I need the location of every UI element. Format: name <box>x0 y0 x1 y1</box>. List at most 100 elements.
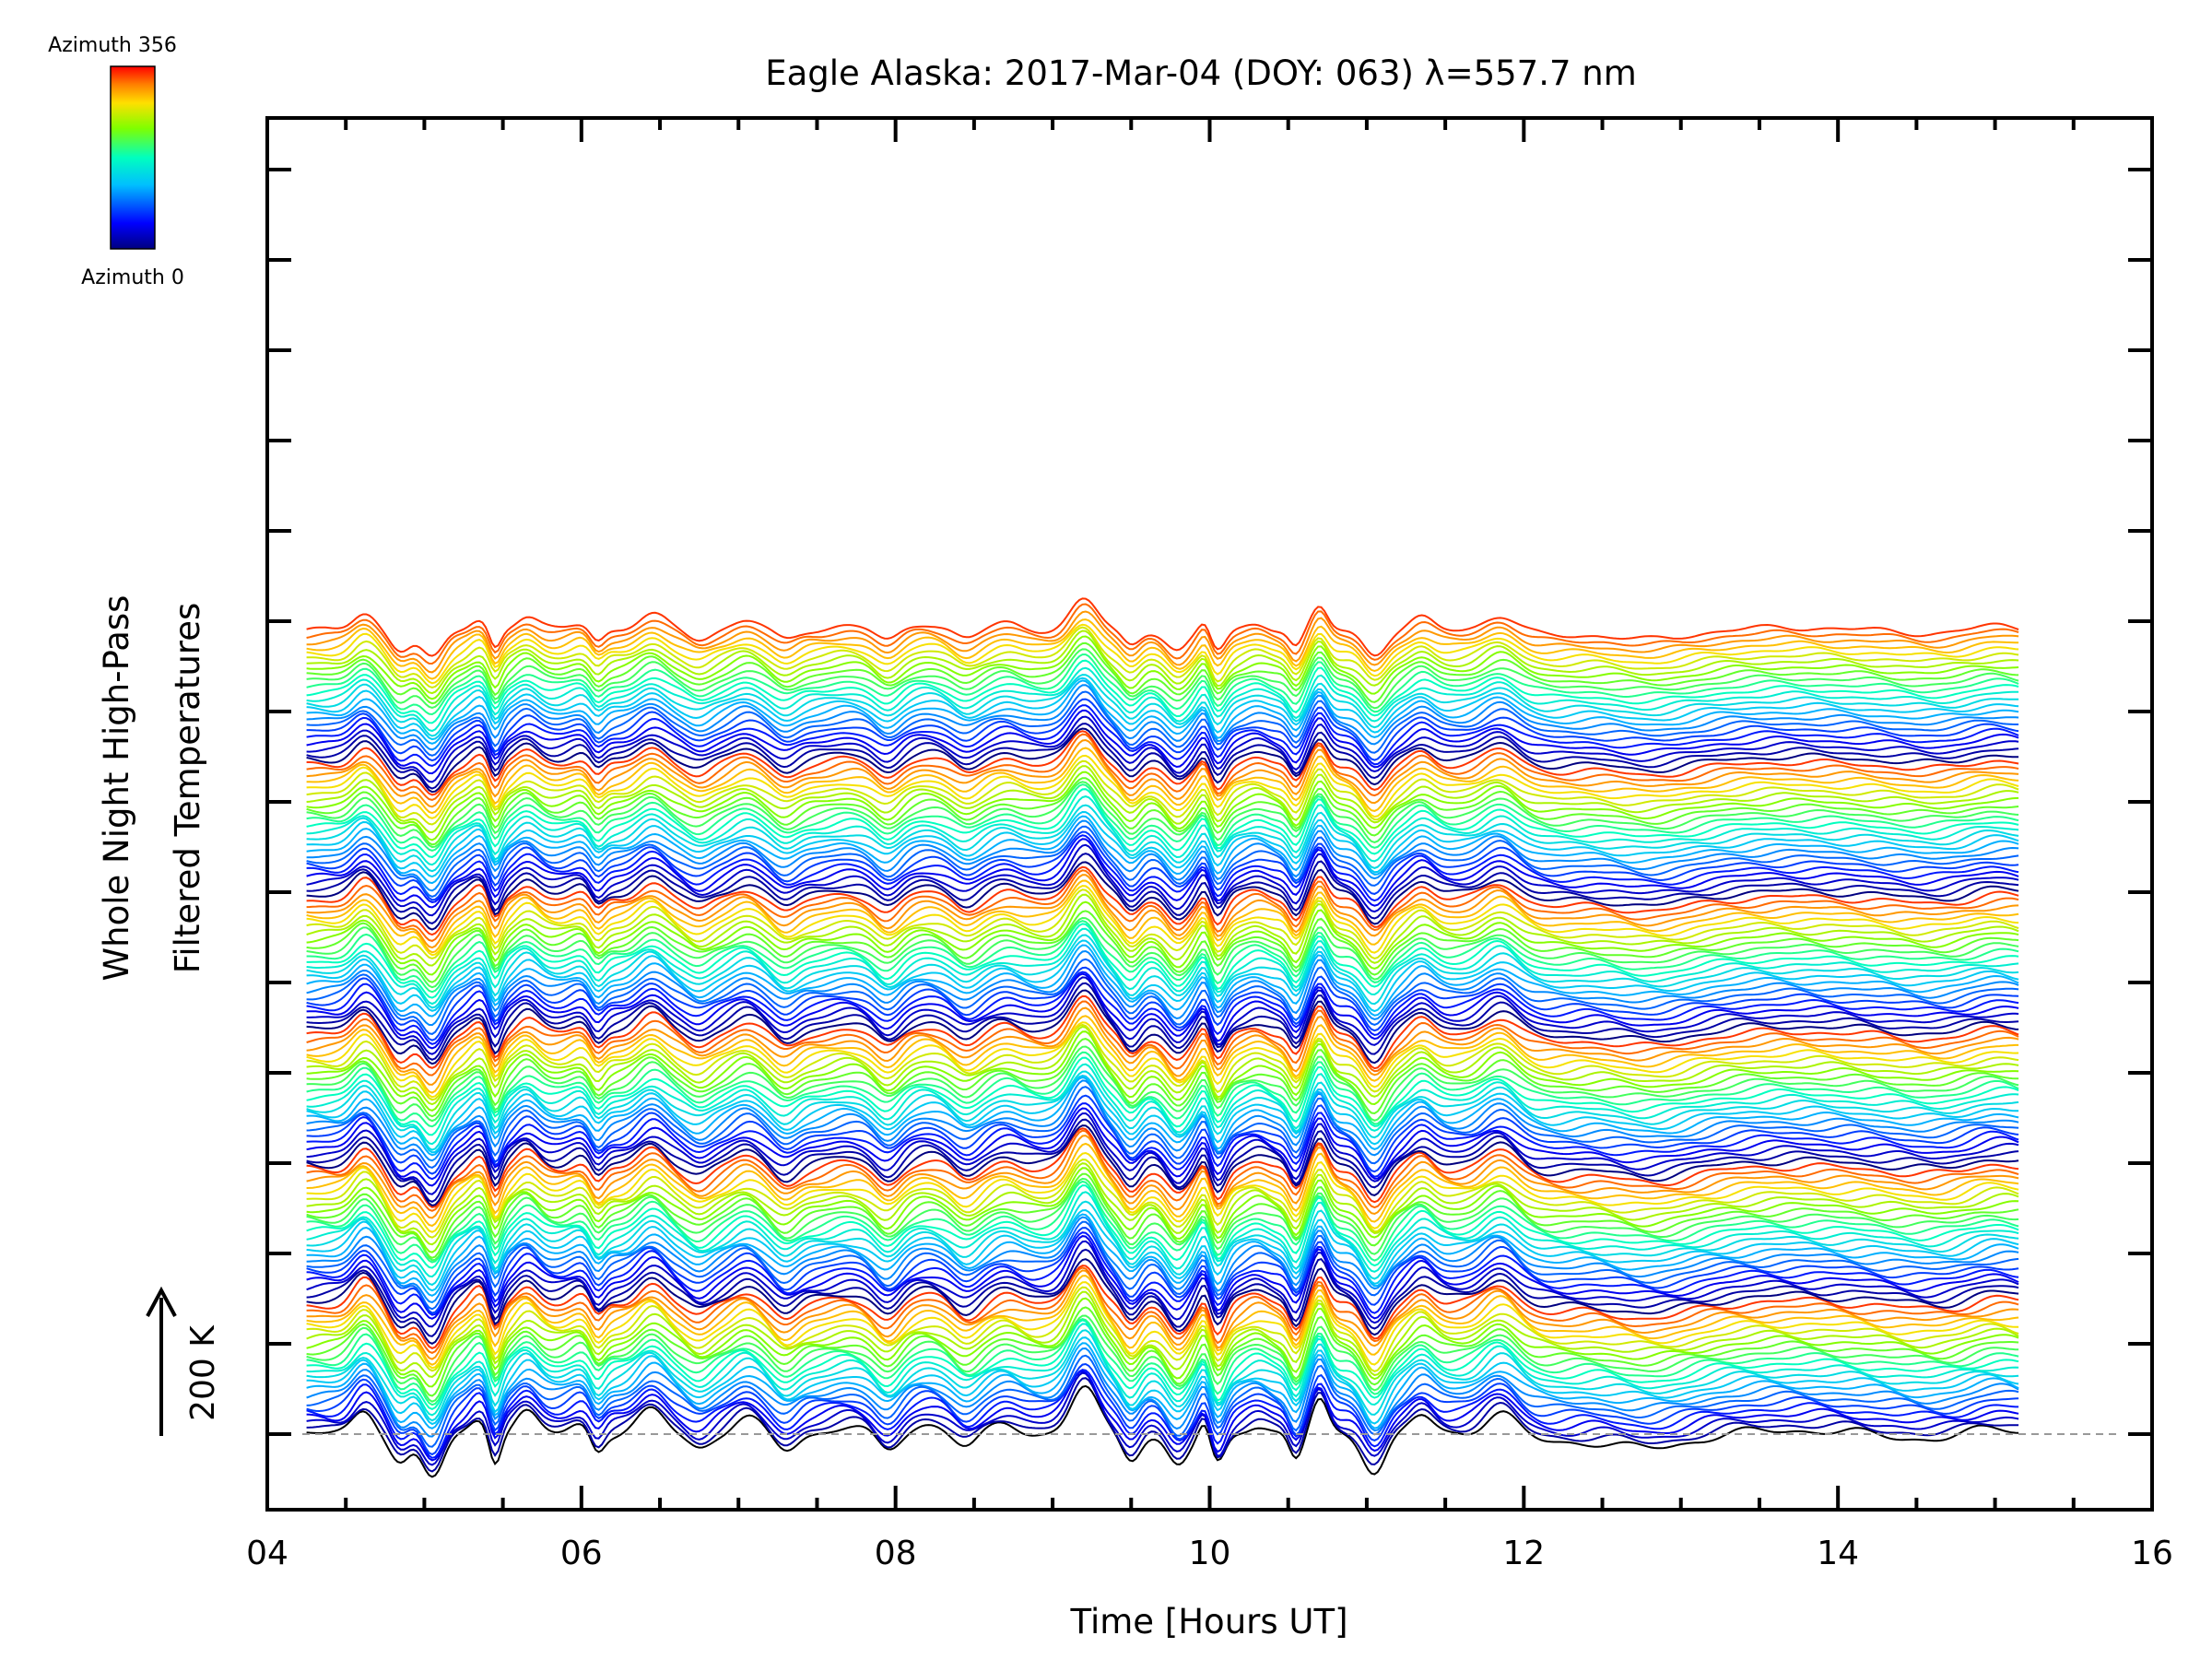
series-line <box>306 727 2019 794</box>
x-tick-labels: 04 06 08 10 12 14 16 <box>246 1535 2173 1572</box>
series-line <box>306 666 2019 733</box>
series-line <box>306 1127 2019 1208</box>
series-line <box>306 1045 2019 1123</box>
series-line <box>306 747 2019 815</box>
series-line <box>306 783 2019 852</box>
y-axis-label-line1: Whole Night High-Pass <box>97 595 136 982</box>
series-line <box>306 1107 2019 1187</box>
series-line <box>306 958 2019 1035</box>
series-line <box>306 1167 2019 1253</box>
series-line <box>306 597 2019 657</box>
series-line <box>306 927 2019 1006</box>
series-line <box>306 1329 2019 1422</box>
series-line <box>306 659 2019 724</box>
series-line <box>306 1384 2019 1478</box>
series-line <box>306 910 2019 983</box>
chart-title: Eagle Alaska: 2017-Mar-04 (DOY: 063) λ=5… <box>765 53 1637 93</box>
series-line <box>306 879 2019 954</box>
series-line <box>306 1235 2019 1320</box>
series-line <box>306 1314 2019 1403</box>
series-line <box>306 1281 2019 1370</box>
series-line <box>306 874 2019 949</box>
series-line <box>306 989 2019 1065</box>
colorbar-top-label: Azimuth 356 <box>48 34 177 57</box>
series-line <box>306 1370 2019 1462</box>
series-line <box>306 1142 2019 1228</box>
series-line <box>306 1180 2019 1264</box>
series-line <box>306 788 2019 858</box>
series-line <box>306 1208 2019 1292</box>
series-line <box>306 1216 2019 1304</box>
series-line <box>306 626 2019 688</box>
series-line <box>306 795 2019 866</box>
series-line <box>306 759 2019 826</box>
series-line <box>306 677 2019 741</box>
series-line <box>306 900 2019 976</box>
series-line <box>306 834 2019 904</box>
series-line <box>306 1075 2019 1154</box>
series-line <box>306 810 2019 878</box>
series-line <box>306 1025 2019 1106</box>
colorbar <box>110 65 156 250</box>
scale-arrow-head <box>146 1286 177 1317</box>
series-line <box>306 888 2019 960</box>
series-line <box>306 966 2019 1041</box>
series-line <box>306 944 2019 1018</box>
series-line <box>306 1172 2019 1259</box>
series-line <box>306 1006 2019 1086</box>
series-line <box>306 994 2019 1070</box>
series-line <box>306 698 2019 762</box>
series-line <box>306 733 2019 801</box>
series-line <box>306 754 2019 819</box>
series-line <box>306 765 2019 834</box>
series-line <box>306 723 2019 790</box>
series-line <box>306 1038 2019 1118</box>
series-line <box>306 920 2019 994</box>
series-line <box>306 869 2019 942</box>
series-line <box>306 623 2019 685</box>
series-line <box>306 690 2019 757</box>
series-line <box>306 1319 2019 1411</box>
series-line <box>306 1248 2019 1337</box>
series-line <box>306 1290 2019 1378</box>
series-line <box>306 1076 2019 1157</box>
series-line <box>306 618 2019 680</box>
series-line <box>306 1191 2019 1278</box>
series-line <box>306 1377 2019 1473</box>
series-line <box>306 679 2019 745</box>
series-line <box>306 1056 2019 1136</box>
series-line <box>306 819 2019 892</box>
x-tick-label: 12 <box>1502 1535 1545 1572</box>
series-line <box>306 838 2019 909</box>
series-line <box>306 1094 2019 1175</box>
series-line <box>306 1286 2019 1372</box>
series-line <box>306 1162 2019 1246</box>
series-line <box>306 1342 2019 1430</box>
series-line <box>306 825 2019 898</box>
series-line <box>306 1015 2019 1094</box>
series-line <box>306 1371 2019 1466</box>
series-line <box>306 771 2019 841</box>
series-line <box>306 1124 2019 1207</box>
series-line <box>306 804 2019 873</box>
series-line <box>306 715 2019 783</box>
series-line <box>306 1318 2019 1406</box>
series-line <box>306 1086 2019 1169</box>
series-line <box>306 1112 2019 1195</box>
series-line <box>306 815 2019 885</box>
series-line <box>306 1354 2019 1448</box>
series-line <box>306 830 2019 901</box>
x-tick-label: 10 <box>1189 1535 1231 1572</box>
series-line <box>306 704 2019 767</box>
series-line <box>306 1231 2019 1316</box>
series-line <box>306 1213 2019 1297</box>
series-line <box>306 1063 2019 1146</box>
series-line <box>306 648 2019 710</box>
series-line <box>306 709 2019 775</box>
series-line <box>306 843 2019 917</box>
series-line <box>306 1240 2019 1328</box>
series-line <box>306 1030 2019 1112</box>
series-line <box>306 1266 2019 1354</box>
series-line <box>306 1021 2019 1099</box>
